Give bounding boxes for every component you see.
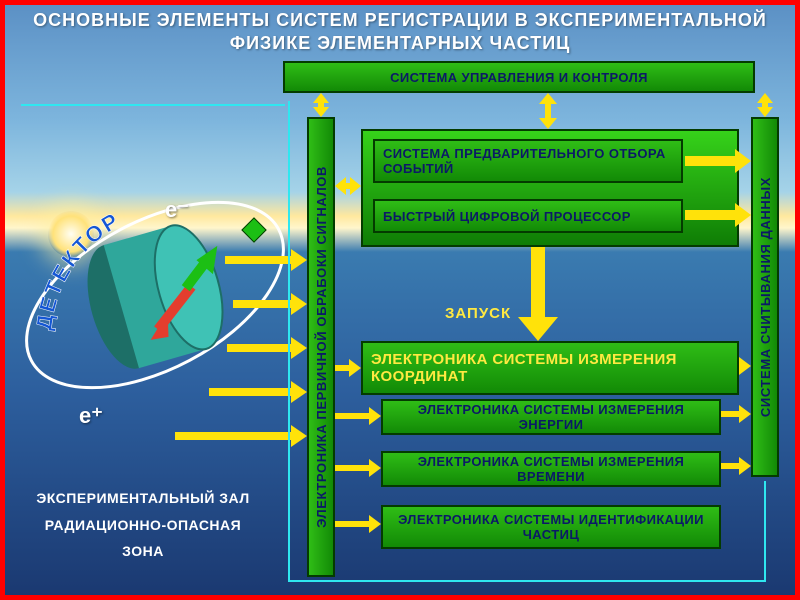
feedback-lines bbox=[5, 5, 795, 595]
